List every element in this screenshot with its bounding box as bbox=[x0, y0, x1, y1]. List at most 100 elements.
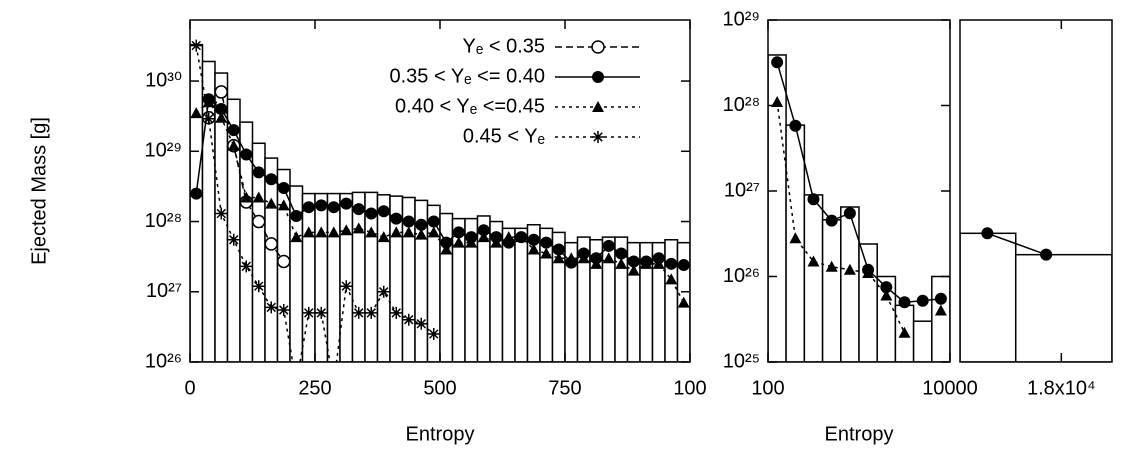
marker bbox=[615, 247, 628, 260]
marker bbox=[934, 304, 947, 316]
marker bbox=[825, 214, 838, 227]
marker bbox=[771, 95, 784, 107]
marker bbox=[916, 294, 929, 307]
histogram-bar bbox=[326, 192, 341, 362]
marker bbox=[240, 148, 253, 161]
marker bbox=[465, 236, 478, 248]
marker bbox=[427, 328, 440, 341]
marker bbox=[277, 199, 290, 211]
marker bbox=[807, 193, 820, 206]
marker bbox=[327, 226, 340, 238]
histogram-bar bbox=[912, 320, 933, 362]
marker bbox=[880, 281, 893, 294]
histogram-bar bbox=[1014, 253, 1112, 362]
marker bbox=[602, 239, 615, 252]
marker bbox=[898, 296, 911, 309]
x-tick-label: 500 bbox=[423, 377, 456, 399]
marker bbox=[265, 301, 278, 314]
marker bbox=[627, 264, 640, 276]
series-line bbox=[195, 45, 435, 362]
histogram-bar bbox=[514, 227, 529, 362]
marker bbox=[264, 237, 278, 251]
marker bbox=[665, 257, 678, 270]
histogram-bar bbox=[960, 232, 1017, 362]
legend-label: 0.40 < Yₑ <=0.45 bbox=[395, 95, 545, 117]
marker bbox=[227, 233, 240, 246]
marker bbox=[327, 201, 340, 214]
x-tick-label: 1.8x10⁴ bbox=[1027, 377, 1096, 399]
histogram-bar bbox=[785, 124, 806, 362]
y-tick-label: 10³⁰ bbox=[145, 69, 182, 91]
marker bbox=[390, 212, 403, 225]
marker bbox=[215, 103, 228, 116]
marker bbox=[402, 313, 415, 326]
series-line bbox=[776, 62, 941, 304]
y-tick-label: 10²⁶ bbox=[723, 265, 760, 287]
marker bbox=[440, 243, 453, 255]
marker bbox=[302, 306, 315, 319]
marker bbox=[862, 266, 875, 278]
marker bbox=[227, 139, 240, 151]
marker bbox=[365, 226, 378, 238]
marker bbox=[190, 107, 203, 119]
marker bbox=[214, 85, 228, 99]
marker bbox=[315, 306, 328, 319]
marker bbox=[427, 215, 440, 228]
marker bbox=[415, 228, 428, 240]
marker bbox=[502, 231, 515, 243]
marker bbox=[390, 226, 403, 238]
marker bbox=[427, 226, 440, 238]
y-tick-label: 10²⁸ bbox=[145, 210, 182, 232]
marker bbox=[365, 207, 378, 220]
marker bbox=[352, 222, 365, 234]
marker bbox=[677, 259, 690, 272]
histogram-bar bbox=[351, 191, 366, 362]
legend-marker bbox=[592, 101, 604, 112]
marker bbox=[265, 173, 278, 186]
marker bbox=[202, 96, 215, 108]
y-tick-label: 10²⁸ bbox=[723, 94, 760, 116]
marker bbox=[377, 285, 390, 298]
marker bbox=[352, 306, 365, 319]
marker bbox=[552, 252, 565, 264]
y-tick-label: 10²⁹ bbox=[723, 8, 760, 30]
histogram-bar bbox=[190, 43, 204, 362]
marker bbox=[277, 303, 290, 316]
marker bbox=[677, 296, 690, 308]
marker bbox=[665, 273, 678, 285]
marker bbox=[302, 201, 315, 214]
legend-label: Yₑ < 0.35 bbox=[463, 35, 546, 57]
histogram-bar bbox=[376, 194, 391, 362]
marker bbox=[340, 280, 353, 293]
marker bbox=[540, 247, 553, 259]
marker bbox=[315, 199, 328, 212]
x-tick-label: 250 bbox=[298, 377, 331, 399]
marker bbox=[934, 292, 947, 305]
histogram-bar bbox=[339, 192, 354, 362]
marker bbox=[252, 280, 265, 293]
marker bbox=[290, 231, 303, 243]
marker bbox=[377, 205, 390, 218]
marker bbox=[1040, 248, 1053, 261]
marker bbox=[452, 236, 465, 248]
marker bbox=[252, 166, 265, 179]
marker bbox=[352, 203, 365, 216]
x-tick-label: 10000 bbox=[922, 377, 978, 399]
x-axis-label: Entropy bbox=[406, 423, 475, 445]
x-tick-label: 100 bbox=[673, 377, 706, 399]
x-tick-label: 100 bbox=[751, 377, 784, 399]
marker bbox=[490, 236, 503, 248]
marker bbox=[377, 231, 390, 243]
marker bbox=[843, 207, 856, 220]
legend-marker bbox=[592, 71, 604, 83]
marker bbox=[771, 56, 784, 69]
y-axis-label: Ejected Mass [g] bbox=[28, 117, 50, 265]
x-tick-label: 0 bbox=[184, 377, 195, 399]
marker bbox=[652, 257, 665, 269]
histogram-bar bbox=[858, 243, 878, 362]
marker bbox=[340, 197, 353, 210]
series-line bbox=[987, 232, 1047, 256]
series-line bbox=[195, 101, 685, 303]
marker bbox=[565, 252, 578, 264]
